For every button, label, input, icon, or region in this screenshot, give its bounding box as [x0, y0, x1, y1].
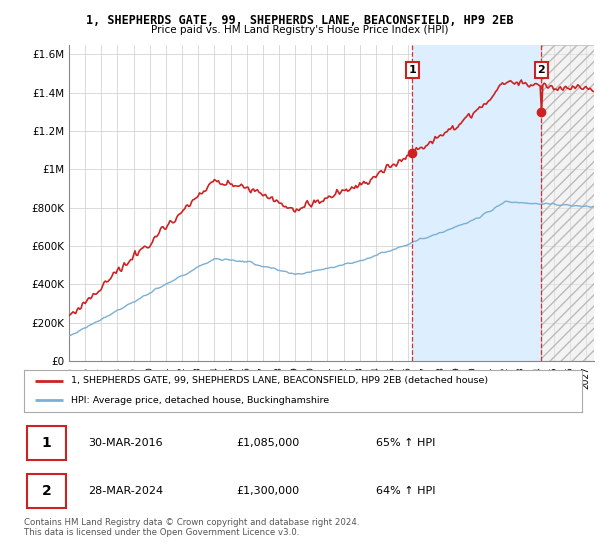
Text: 65% ↑ HPI: 65% ↑ HPI: [376, 438, 435, 448]
Text: 28-MAR-2024: 28-MAR-2024: [88, 486, 163, 496]
Text: 1: 1: [409, 65, 416, 75]
Text: 30-MAR-2016: 30-MAR-2016: [88, 438, 163, 448]
FancyBboxPatch shape: [27, 474, 66, 508]
FancyBboxPatch shape: [27, 427, 66, 460]
Text: 1, SHEPHERDS GATE, 99, SHEPHERDS LANE, BEACONSFIELD, HP9 2EB (detached house): 1, SHEPHERDS GATE, 99, SHEPHERDS LANE, B…: [71, 376, 488, 385]
Text: £1,300,000: £1,300,000: [236, 486, 299, 496]
Bar: [541, 45, 594, 361]
Text: 2: 2: [41, 484, 51, 498]
Text: 1: 1: [41, 436, 51, 450]
Text: Contains HM Land Registry data © Crown copyright and database right 2024.
This d: Contains HM Land Registry data © Crown c…: [24, 518, 359, 538]
Text: Price paid vs. HM Land Registry's House Price Index (HPI): Price paid vs. HM Land Registry's House …: [151, 25, 449, 35]
Bar: [412, 45, 541, 361]
Text: HPI: Average price, detached house, Buckinghamshire: HPI: Average price, detached house, Buck…: [71, 396, 329, 405]
Text: 1, SHEPHERDS GATE, 99, SHEPHERDS LANE, BEACONSFIELD, HP9 2EB: 1, SHEPHERDS GATE, 99, SHEPHERDS LANE, B…: [86, 14, 514, 27]
Text: 64% ↑ HPI: 64% ↑ HPI: [376, 486, 435, 496]
Bar: [541, 45, 594, 361]
Text: 2: 2: [538, 65, 545, 75]
Text: £1,085,000: £1,085,000: [236, 438, 299, 448]
